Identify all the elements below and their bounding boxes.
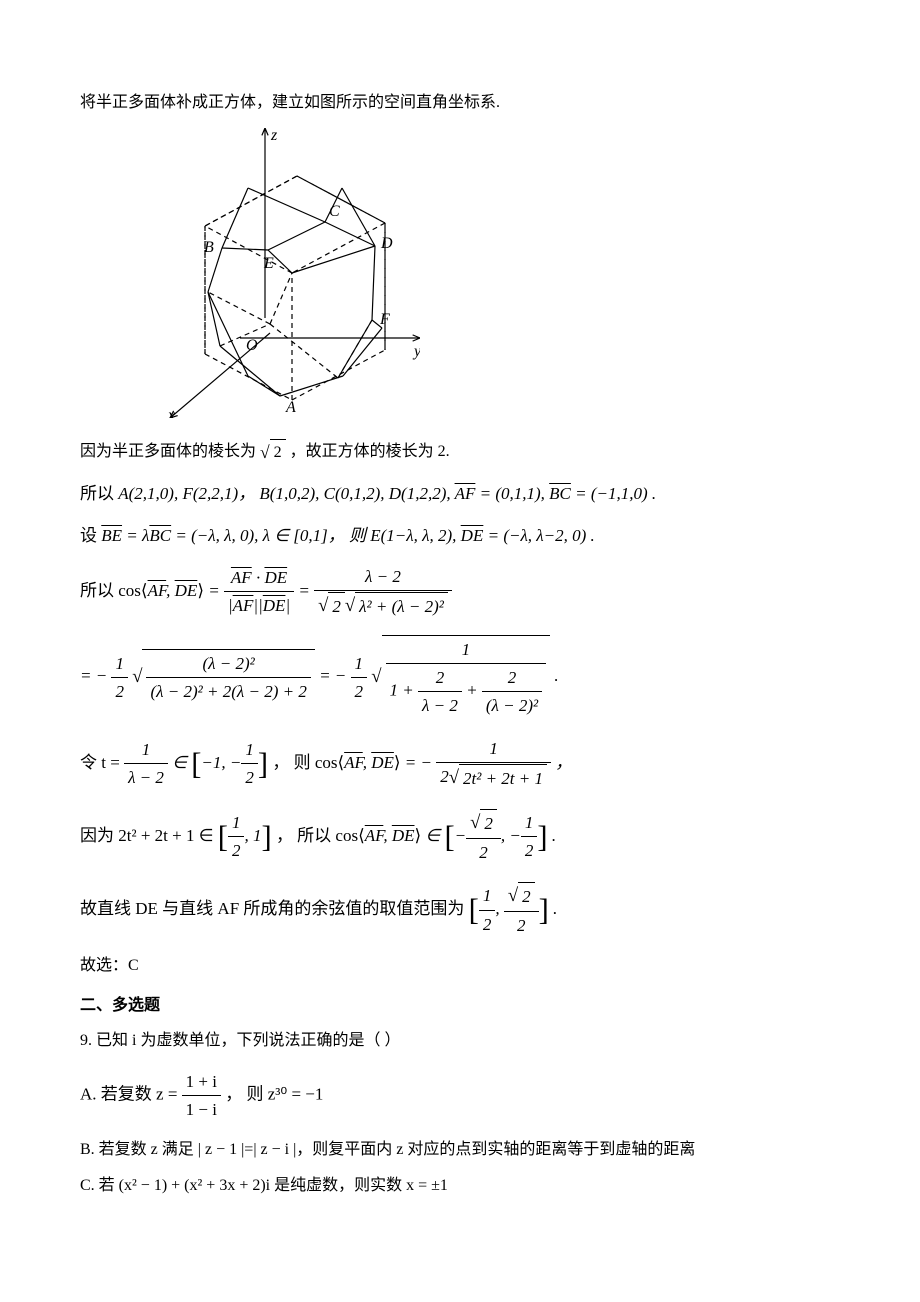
- cos-line-1: 所以 cos⟨AF, DE⟩ = AF · DE |AF||DE| = λ − …: [80, 563, 840, 621]
- svg-text:E: E: [263, 255, 274, 272]
- svg-text:B: B: [204, 239, 214, 256]
- diagram-figure: z y x A B C D E F O: [120, 128, 840, 427]
- option-a: A. 若复数 z = 1 + i1 − i ， 则 z³⁰ = −1: [80, 1068, 840, 1123]
- frac-af-de: AF · DE |AF||DE|: [224, 564, 294, 619]
- p2-prefix: 因为半正多面体的棱长为: [80, 443, 256, 460]
- coordinates-line: 所以 A(2,1,0), F(2,2,1)， B(1,0,2), C(0,1,2…: [80, 480, 840, 507]
- svg-text:x: x: [167, 407, 175, 418]
- svg-text:C: C: [329, 203, 340, 220]
- set-line: 设 BE = λBC = (−λ, λ, 0), λ ∈ [0,1]， 则 E(…: [80, 522, 840, 549]
- p2-suffix: ，故正方体的棱长为 2.: [290, 443, 450, 460]
- final-range-line: 故直线 DE 与直线 AF 所成角的余弦值的取值范围为 [12, 22] .: [80, 880, 840, 939]
- option-b: B. 若复数 z 满足 | z − 1 |=| z − i |，则复平面内 z …: [80, 1137, 840, 1163]
- svg-text:D: D: [380, 235, 393, 252]
- intro-text: 将半正多面体补成正方体，建立如图所示的空间直角坐标系.: [80, 90, 840, 116]
- svg-text:y: y: [412, 343, 420, 360]
- polyhedron-svg: z y x A B C D E F O: [120, 128, 420, 418]
- let-t-line: 令 t = 1λ − 2 ∈ [−1, −12] ， 则 cos⟨AF, DE⟩…: [80, 734, 840, 793]
- svg-text:A: A: [285, 399, 296, 416]
- svg-text:O: O: [246, 337, 258, 354]
- edge-length-line: 因为半正多面体的棱长为 2 ，故正方体的棱长为 2.: [80, 438, 840, 466]
- svg-text:z: z: [270, 128, 278, 144]
- cos-line-2: = − 12 (λ − 2)² (λ − 2)² + 2(λ − 2) + 2 …: [80, 635, 840, 720]
- frac-lambda: λ − 2 2λ² + (λ − 2)²: [314, 563, 452, 621]
- sqrt2-icon: 2: [260, 438, 286, 466]
- answer-line: 故选：C: [80, 953, 840, 979]
- svg-text:F: F: [379, 311, 390, 328]
- option-c: C. 若 (x² − 1) + (x² + 3x + 2)i 是纯虚数，则实数 …: [80, 1173, 840, 1199]
- section-2-heading: 二、多选题: [80, 993, 840, 1019]
- question-9: 9. 已知 i 为虚数单位，下列说法正确的是（ ）: [80, 1028, 840, 1054]
- because-line: 因为 2t² + 2t + 1 ∈ [12, 1] ， 所以 cos⟨AF, D…: [80, 807, 840, 866]
